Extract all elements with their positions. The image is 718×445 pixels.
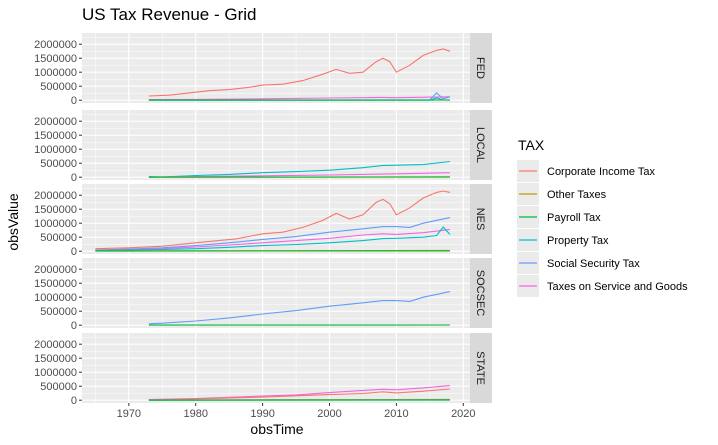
y-tick-label: 500000 — [40, 81, 77, 93]
panel-background — [82, 184, 470, 254]
y-tick-label: 1500000 — [34, 278, 77, 290]
legend-label: Taxes on Service and Goods — [547, 281, 688, 293]
y-tick-label: 2000000 — [34, 339, 77, 351]
facet-strip-label: LOCAL — [474, 127, 486, 163]
legend-label: Corporate Income Tax — [547, 166, 656, 178]
x-tick-label: 1980 — [183, 408, 207, 420]
series-line-social-security-tax — [148, 291, 451, 325]
legend-label: Property Tax — [547, 235, 609, 247]
chart-title: US Tax Revenue - Grid — [82, 5, 256, 24]
legend: TAX Corporate Income Tax Other Taxes Payro… — [517, 137, 688, 297]
y-tick-label: 1500000 — [34, 353, 77, 365]
legend-item-property-tax: Property Tax — [517, 229, 609, 251]
y-tick-label: 500000 — [40, 381, 77, 393]
panel-fed: 0 500000 1000000 1500000 2000000 FED — [34, 33, 492, 107]
y-tick-label: 0 — [71, 95, 77, 107]
legend-label: Payroll Tax — [547, 212, 601, 224]
panel-background — [82, 33, 470, 103]
panel-background — [82, 258, 470, 328]
panel-background — [82, 333, 470, 403]
facet-strip-label: STATE — [474, 351, 486, 385]
y-tick-label: 1000000 — [34, 144, 77, 156]
series-line-corporate-income-tax — [148, 388, 450, 401]
y-tick-label: 2000000 — [34, 116, 77, 128]
y-tick-label: 0 — [71, 395, 77, 407]
legend-title: TAX — [518, 137, 545, 153]
y-tick-label: 1500000 — [34, 204, 77, 216]
series-line-taxes-on-service-and-goods — [148, 385, 450, 401]
y-tick-label: 2000000 — [34, 39, 77, 51]
y-tick-label: 1000000 — [34, 367, 77, 379]
y-tick-label: 2000000 — [34, 264, 77, 276]
panel-local: 0 500000 1000000 1500000 2000000 LOCAL — [34, 110, 492, 184]
series-line-taxes-on-service-and-goods — [148, 96, 450, 101]
x-tick-label: 2020 — [451, 408, 475, 420]
y-tick-label: 1500000 — [34, 53, 77, 65]
facet-strip — [470, 33, 492, 103]
series-line-corporate-income-tax — [95, 190, 451, 250]
y-tick-label: 500000 — [40, 306, 77, 318]
legend-label: Social Security Tax — [547, 258, 640, 270]
y-tick-label: 1000000 — [34, 292, 77, 304]
facet-strip-label: SOCSEC — [474, 270, 486, 317]
x-axis-title: obsTime — [250, 421, 303, 437]
facet-strip — [470, 110, 492, 180]
y-tick-label: 1500000 — [34, 130, 77, 142]
facet-strip — [470, 258, 492, 328]
facet-strip — [470, 333, 492, 403]
x-axis: 1970 1980 1990 2000 2010 2020 — [117, 403, 476, 420]
y-tick-label: 1000000 — [34, 218, 77, 230]
panel-nes: 0 500000 1000000 1500000 2000000 NES — [34, 184, 492, 258]
facet-strip — [470, 184, 492, 254]
facet-strip-label: NES — [474, 208, 486, 231]
legend-label: Other Taxes — [547, 189, 607, 201]
legend-item-payroll-tax: Payroll Tax — [517, 206, 601, 228]
series-line-taxes-on-service-and-goods — [95, 228, 450, 251]
y-tick-label: 1000000 — [34, 67, 77, 79]
series-line-property-tax — [95, 226, 451, 251]
series-line-corporate-income-tax — [148, 48, 451, 97]
legend-item-corporate-income-tax: Corporate Income Tax — [517, 160, 656, 182]
x-tick-label: 1970 — [117, 408, 141, 420]
legend-item-other-taxes: Other Taxes — [517, 183, 607, 205]
y-tick-label: 0 — [71, 172, 77, 184]
series-line-social-security-tax — [95, 217, 451, 251]
y-axis-title: obsValue — [5, 193, 21, 251]
x-tick-label: 1990 — [250, 408, 274, 420]
panel-background — [82, 110, 470, 180]
y-tick-label: 2000000 — [34, 190, 77, 202]
legend-item-social-security-tax: Social Security Tax — [517, 252, 640, 274]
y-tick-label: 500000 — [40, 158, 77, 170]
panel-state: 0 500000 1000000 1500000 2000000 STATE — [34, 333, 492, 407]
y-tick-label: 0 — [71, 320, 77, 332]
x-tick-label: 2000 — [317, 408, 341, 420]
y-tick-label: 500000 — [40, 232, 77, 244]
y-tick-label: 0 — [71, 246, 77, 258]
facet-panels: 0 500000 1000000 1500000 2000000 FED 0 500000 10… — [34, 33, 492, 407]
legend-item-taxes-on-service-and-goods: Taxes on Service and Goods — [517, 275, 688, 297]
x-tick-label: 2010 — [384, 408, 408, 420]
facet-strip-label: FED — [474, 57, 486, 79]
panel-socsec: 0 500000 1000000 1500000 2000000 SOCSEC — [34, 258, 492, 332]
